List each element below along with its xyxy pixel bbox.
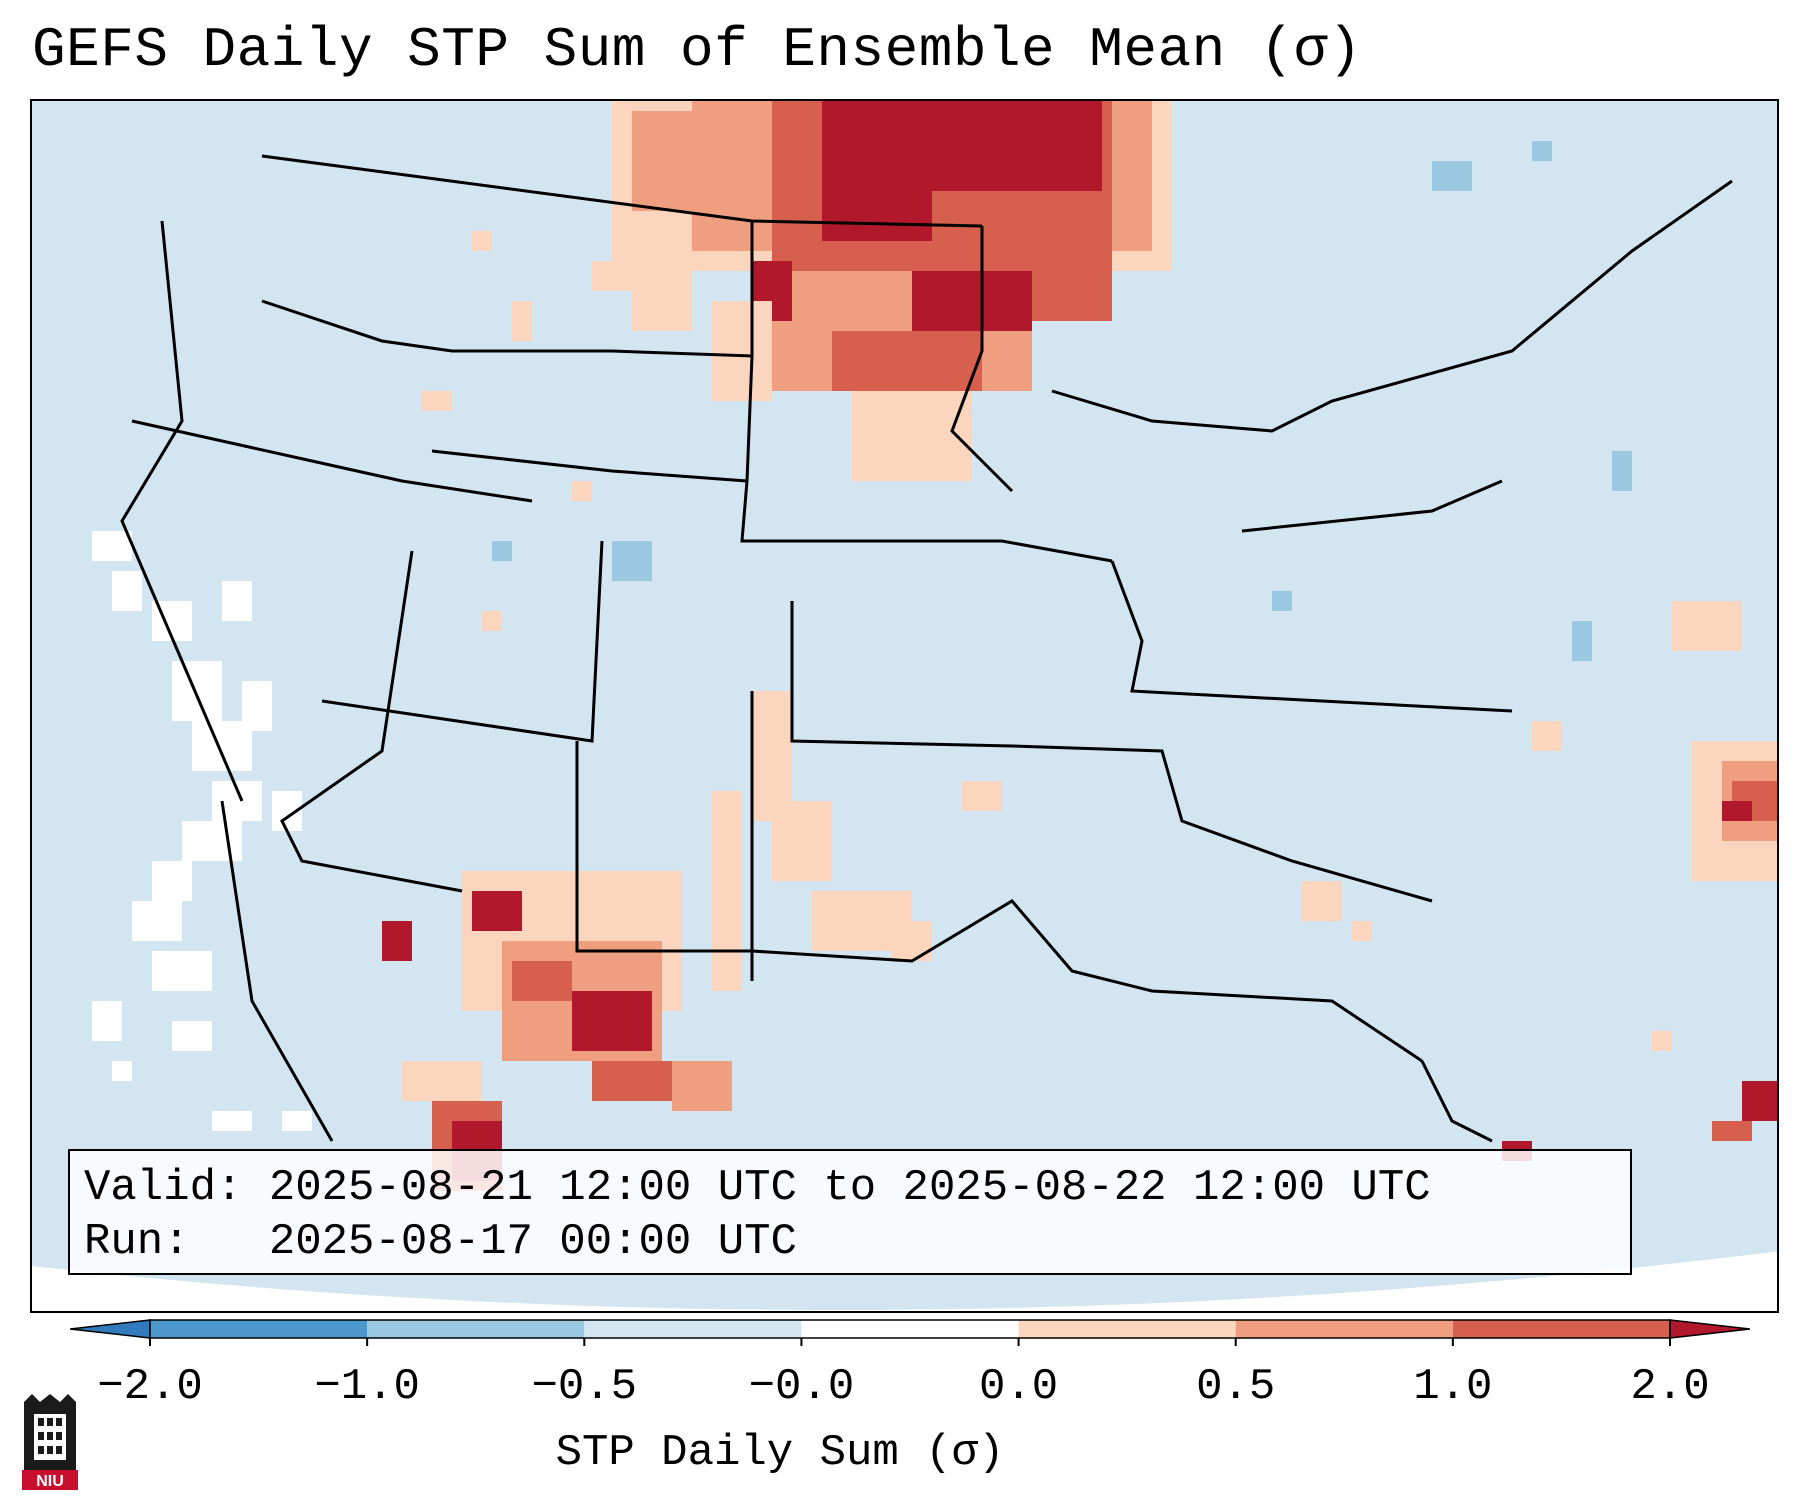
info-box: Valid: 2025-08-21 12:00 UTC to 2025-08-2… xyxy=(68,1149,1632,1275)
colorbar-tick-label: −2.0 xyxy=(97,1362,203,1412)
boundaries xyxy=(120,154,1733,1143)
colorbar-bin-4 xyxy=(1018,1320,1236,1338)
colorbar-ticks xyxy=(149,1338,1671,1346)
chart-title: GEFS Daily STP Sum of Ensemble Mean (σ) xyxy=(32,18,1363,82)
run-label: Run: xyxy=(84,1217,190,1267)
colorbar-label: STP Daily Sum (σ) xyxy=(555,1428,1005,1478)
colorbar-tick-label: −0.0 xyxy=(748,1362,855,1412)
scattered-positive-cells xyxy=(422,231,1672,1051)
colorbar-extend-max xyxy=(1669,1319,1750,1339)
atlantic-anomaly xyxy=(1502,601,1777,1161)
run-value: 2025-08-17 00:00 UTC xyxy=(268,1217,797,1267)
valid-row: Valid: 2025-08-21 12:00 UTC to 2025-08-2… xyxy=(84,1161,1630,1215)
projection-edge xyxy=(32,1251,1777,1311)
colorbar-tick-label: −0.5 xyxy=(531,1362,638,1412)
negative-cells xyxy=(492,141,1632,661)
colorbar-bin-3 xyxy=(801,1320,1019,1338)
valid-value: 2025-08-21 12:00 UTC to 2025-08-22 12:00… xyxy=(268,1163,1431,1213)
colorbar xyxy=(70,1319,1750,1346)
colorbar-bin-0 xyxy=(150,1320,368,1338)
stp-map xyxy=(32,101,1777,1311)
colorbar-tick-label: 1.0 xyxy=(1413,1362,1493,1412)
mexico-anomaly xyxy=(382,871,732,1191)
valid-label: Valid: xyxy=(84,1163,243,1213)
colorbar-tick-label: −1.0 xyxy=(314,1362,420,1412)
colorbar-segments xyxy=(70,1319,1750,1339)
colorbar-bin-6 xyxy=(1452,1320,1670,1338)
colorbar-tick-label: 0.0 xyxy=(978,1362,1059,1412)
colorbar-tick-label: 2.0 xyxy=(1630,1362,1710,1412)
niu-tower-icon: NIU xyxy=(22,1394,78,1490)
colorbar-tick-label: 0.5 xyxy=(1196,1362,1276,1412)
map-frame: Valid: 2025-08-21 12:00 UTC to 2025-08-2… xyxy=(30,99,1779,1313)
colorbar-bin-2 xyxy=(584,1320,802,1338)
colorbar-extend-min xyxy=(70,1319,151,1339)
colorbar-bin-5 xyxy=(1235,1320,1453,1338)
run-row: Run: 2025-08-17 00:00 UTC xyxy=(84,1215,1630,1269)
colorbar-bin-1 xyxy=(367,1320,585,1338)
logo-text: NIU xyxy=(36,1473,64,1490)
colorbar-outline xyxy=(149,1319,1671,1339)
